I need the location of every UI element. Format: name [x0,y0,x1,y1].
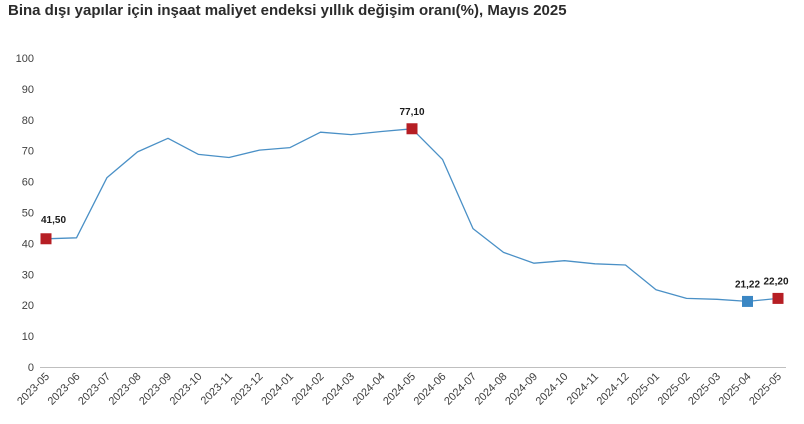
x-tick-label: 2024-10 [534,371,571,408]
x-tick-label: 2024-02 [290,371,327,408]
x-tick-label: 2023-10 [168,371,205,408]
y-tick-label: 50 [22,208,34,220]
x-tick-label: 2023-09 [137,371,174,408]
x-tick-label: 2024-08 [473,371,510,408]
series-line [45,128,779,303]
y-tick-label: 60 [22,177,34,189]
data-label-layer: 41,50 77,10 21,22 22,20 [40,107,789,307]
data-marker [742,295,753,307]
x-tick-label: 2023-12 [229,371,266,408]
y-tick-label: 10 [22,331,34,343]
x-tick-label: 2025-03 [686,371,723,408]
data-label: 22,20 [763,276,788,287]
x-tick-label: 2024-09 [503,371,540,408]
x-tick-label: 2024-04 [351,371,388,408]
y-axis: 0 10 20 30 40 50 60 70 80 90 100 [16,53,34,374]
x-tick-label: 2024-12 [595,371,632,408]
y-tick-label: 0 [28,362,34,374]
data-label: 77,10 [399,107,424,118]
data-label: 21,22 [735,279,760,290]
x-tick-label: 2025-05 [747,371,784,408]
x-tick-label: 2024-03 [320,371,357,408]
x-tick-label: 2025-02 [656,371,693,408]
y-tick-label: 70 [22,146,34,158]
chart-title: Bina dışı yapılar için inşaat maliyet en… [8,2,567,19]
x-tick-label: 2024-07 [442,371,479,408]
data-label: 41,50 [41,215,66,226]
y-tick-label: 90 [22,84,34,96]
x-tick-label: 2025-04 [717,371,754,408]
x-tick-label: 2024-01 [259,371,296,408]
y-tick-label: 20 [22,300,34,312]
x-tick-label: 2024-06 [412,371,449,408]
y-tick-label: 30 [22,269,34,281]
y-tick-label: 80 [22,115,34,127]
data-marker [772,292,784,304]
series-layer [45,128,779,303]
y-tick-label: 100 [16,53,34,65]
x-tick-label: 2023-07 [76,371,113,408]
x-tick-label: 2023-06 [46,371,83,408]
data-marker [40,233,52,245]
x-tick-label: 2025-01 [625,371,662,408]
x-tick-label: 2023-08 [107,371,144,408]
data-marker [406,123,418,135]
x-tick-label: 2024-05 [381,371,418,408]
x-tick-label: 2023-05 [15,371,52,408]
x-axis: 2023-052023-062023-072023-082023-092023-… [15,367,786,408]
y-tick-label: 40 [22,238,34,250]
